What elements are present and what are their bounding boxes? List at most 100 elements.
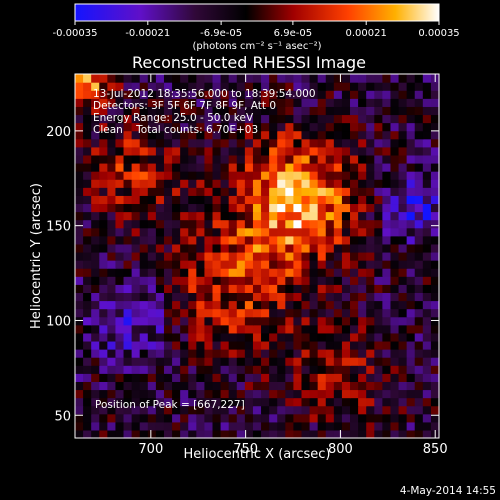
heatmap-cell [83, 122, 92, 132]
heatmap-cell [75, 203, 84, 213]
heatmap-cell [374, 171, 383, 180]
heatmap-cell [325, 162, 335, 172]
heatmap-cell [252, 260, 262, 269]
heatmap-cell [188, 203, 197, 213]
heatmap-cell [406, 389, 416, 399]
heatmap-cell [406, 179, 416, 188]
heatmap-cell [75, 195, 84, 205]
heatmap-cell [301, 98, 311, 107]
heatmap-cell [398, 90, 408, 99]
heatmap-cell [350, 349, 359, 358]
heatmap-cell [261, 381, 270, 391]
heatmap-cell [374, 373, 383, 382]
heatmap-cell [91, 308, 100, 318]
heatmap-cell [123, 74, 133, 83]
heatmap-cell [398, 284, 408, 293]
heatmap-cell [301, 300, 311, 310]
heatmap-cell [325, 349, 335, 358]
heatmap-cell [91, 300, 100, 310]
heatmap-cell [188, 179, 197, 188]
heatmap-cell [115, 122, 125, 132]
heatmap-cell [325, 138, 335, 148]
heatmap-cell [285, 171, 294, 180]
heatmap-cell [147, 146, 157, 156]
heatmap-cell [228, 365, 238, 374]
heatmap-cell [91, 429, 100, 439]
heatmap-cell [91, 389, 100, 399]
heatmap-cell [341, 98, 351, 107]
heatmap-cell [204, 106, 214, 116]
heatmap-cell [285, 122, 294, 132]
heatmap-cell [252, 203, 262, 213]
heatmap-cell [139, 357, 149, 366]
heatmap-cell [277, 381, 286, 391]
heatmap-cell [325, 146, 335, 156]
heatmap-cell [301, 276, 311, 285]
heatmap-cell [172, 413, 181, 423]
heatmap-cell [155, 373, 165, 382]
heatmap-cell [115, 381, 125, 391]
heatmap-cell [236, 276, 246, 285]
heatmap-cell [252, 349, 262, 358]
heatmap-cell [422, 162, 432, 172]
heatmap-cell [131, 397, 141, 407]
heatmap-cell [196, 413, 206, 423]
heatmap-cell [325, 235, 335, 245]
heatmap-cell [228, 187, 238, 196]
heatmap-cell [236, 389, 246, 399]
heatmap-cell [99, 130, 108, 140]
heatmap-cell [374, 195, 383, 205]
heatmap-cell [390, 82, 400, 91]
heatmap-cell [252, 154, 262, 164]
heatmap-cell [147, 235, 157, 245]
heatmap-cell [252, 227, 262, 237]
heatmap-cell [163, 106, 173, 116]
heatmap-cell [325, 389, 335, 399]
heatmap-cell [269, 292, 278, 302]
heatmap-cell [131, 179, 141, 188]
heatmap-cell [172, 171, 181, 180]
heatmap-cell [91, 316, 100, 326]
heatmap-cell [358, 122, 367, 132]
heatmap-cell [172, 90, 181, 99]
heatmap-cell [123, 235, 133, 245]
heatmap-cell [212, 268, 222, 277]
heatmap-cell [350, 90, 359, 99]
heatmap-cell [188, 227, 197, 237]
heatmap-cell [228, 268, 238, 277]
heatmap-cell [390, 357, 400, 366]
heatmap-cell [196, 114, 206, 124]
heatmap-cell [325, 203, 335, 213]
heatmap-cell [115, 268, 125, 277]
heatmap-cell [220, 276, 230, 285]
heatmap-cell [333, 308, 343, 318]
heatmap-cell [196, 203, 206, 213]
heatmap-cell [317, 162, 327, 172]
heatmap-cell [188, 276, 197, 285]
heatmap-cell [398, 357, 408, 366]
heatmap-cell [99, 114, 108, 124]
heatmap-cell [115, 82, 125, 91]
heatmap-cell [301, 179, 311, 188]
heatmap-cell [358, 405, 367, 415]
heatmap-cell [244, 413, 254, 423]
heatmap-cell [107, 365, 117, 374]
heatmap-cell [172, 421, 181, 431]
heatmap-cell [374, 187, 383, 196]
heatmap-cell [309, 130, 319, 140]
heatmap-cell [382, 284, 392, 293]
heatmap-cell [212, 146, 222, 156]
heatmap-cell [204, 138, 214, 148]
heatmap-cell [269, 82, 278, 91]
heatmap-cell [374, 308, 383, 318]
heatmap-cell [390, 187, 400, 196]
heatmap-cell [277, 203, 286, 213]
heatmap-cell [430, 187, 440, 196]
heatmap-cell [188, 405, 197, 415]
heatmap-cell [99, 332, 108, 342]
heatmap-cell [123, 106, 133, 116]
heatmap-cell [406, 381, 416, 391]
heatmap-cell [309, 324, 319, 334]
heatmap-cell [261, 82, 270, 91]
heatmap-cell [75, 357, 84, 366]
